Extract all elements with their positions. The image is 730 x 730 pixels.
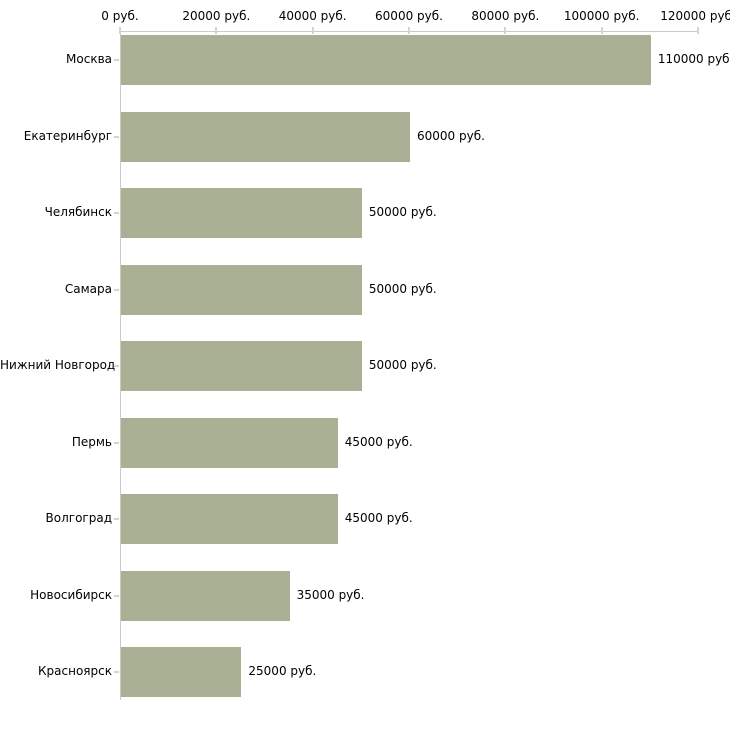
value-label: 45000 руб.: [344, 434, 413, 449]
bar: [121, 417, 338, 468]
x-axis-tick-label: 100000 руб.: [563, 9, 640, 23]
x-axis-tick-mark: [408, 27, 410, 34]
x-axis-tick-label: 40000 руб.: [278, 9, 347, 23]
value-label: 60000 руб.: [417, 128, 485, 143]
category-label: Нижний Новгород: [0, 358, 116, 372]
value-label: 50000 руб.: [368, 205, 437, 219]
bar: [121, 647, 242, 697]
value-label: 35000 руб.: [296, 587, 365, 602]
x-axis-tick-label: 120000 руб.: [660, 9, 730, 23]
category-label: Пермь: [71, 434, 112, 449]
y-axis-tick-mark: [114, 365, 119, 367]
x-axis-tick-mark: [215, 27, 218, 34]
value-label: 25000 руб.: [248, 664, 317, 678]
category-label: Екатеринбург: [23, 128, 112, 143]
category-label: Москва: [66, 52, 112, 66]
value-label: 50000 руб.: [368, 281, 437, 296]
x-axis-tick-mark: [119, 27, 121, 34]
value-label: 45000 руб.: [344, 511, 413, 525]
x-axis-tick-mark: [697, 27, 699, 34]
y-axis-line: [120, 31, 121, 700]
x-axis-tick-label: 20000 руб.: [182, 9, 251, 23]
bar: [121, 111, 410, 162]
x-axis-tick-label: 60000 руб.: [375, 9, 443, 23]
bar: [121, 264, 362, 315]
y-axis-tick-mark: [114, 212, 119, 214]
value-label: 110000 руб.: [657, 52, 730, 66]
y-axis-tick-mark: [114, 59, 119, 61]
category-label: Красноярск: [38, 664, 112, 678]
category-label: Самара: [64, 281, 112, 296]
bar: [121, 494, 338, 544]
y-axis-tick-mark: [114, 288, 119, 291]
bar: [121, 341, 362, 391]
y-axis-tick-mark: [114, 671, 119, 673]
value-label: 50000 руб.: [368, 358, 437, 372]
bar: [121, 188, 362, 238]
x-axis-tick-mark: [600, 27, 603, 34]
y-axis-tick-mark: [114, 135, 119, 138]
x-axis-tick-label: 80000 руб.: [471, 9, 540, 23]
category-label: Челябинск: [44, 205, 112, 219]
y-axis-tick-mark: [114, 594, 119, 597]
bar: [121, 570, 290, 621]
x-axis-tick-mark: [311, 27, 314, 34]
y-axis-tick-mark: [114, 518, 119, 520]
bar: [121, 35, 651, 85]
x-axis-tick-mark: [504, 27, 507, 34]
x-axis-tick-label: 0 руб.: [101, 9, 139, 23]
y-axis-tick-mark: [114, 441, 119, 444]
category-label: Новосибирск: [30, 587, 112, 602]
category-label: Волгоград: [45, 511, 112, 525]
